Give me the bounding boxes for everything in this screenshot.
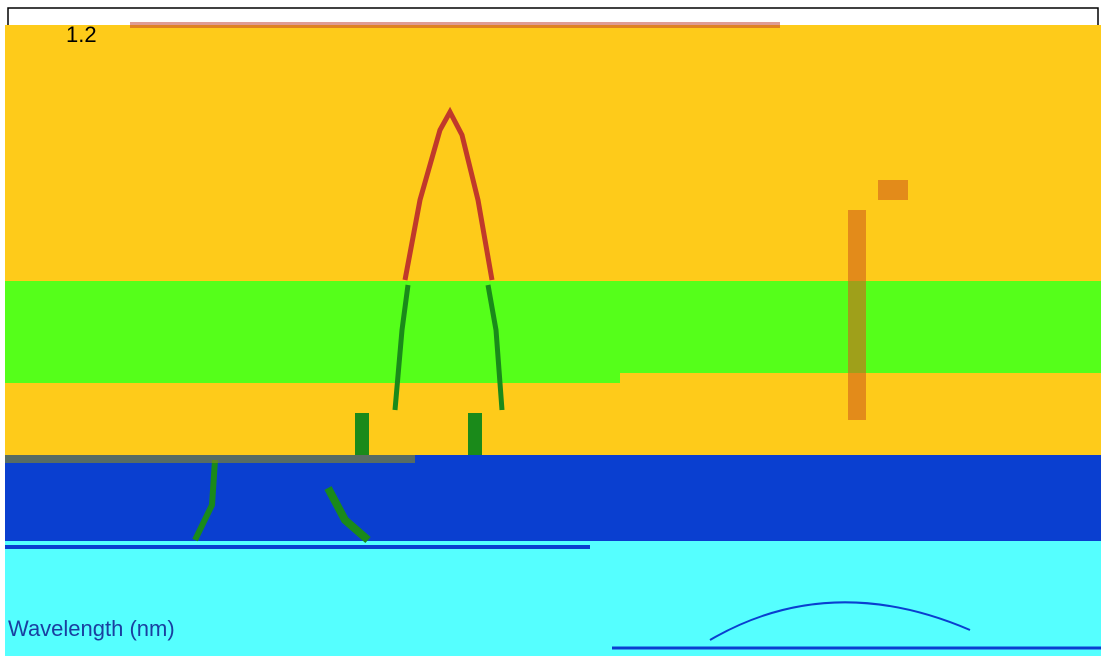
glitch-block xyxy=(878,180,908,200)
glitch-block xyxy=(355,413,369,455)
blue-band xyxy=(5,455,1101,541)
y-tick-label: 1.2 xyxy=(66,22,97,47)
x-axis-title: Wavelength (nm) xyxy=(8,616,175,641)
glitched-chart: 1.2 Wavelength (nm) xyxy=(0,0,1101,656)
glitch-block xyxy=(848,210,866,420)
green-band-left xyxy=(5,281,620,383)
glitch-block xyxy=(468,413,482,455)
screenshot: 1.2 Wavelength (nm) xyxy=(0,0,1101,656)
yellow-band xyxy=(5,25,1101,281)
glitch-strip xyxy=(130,22,780,28)
yellow-band-lower xyxy=(5,373,1101,455)
glitch-strip xyxy=(5,455,415,463)
